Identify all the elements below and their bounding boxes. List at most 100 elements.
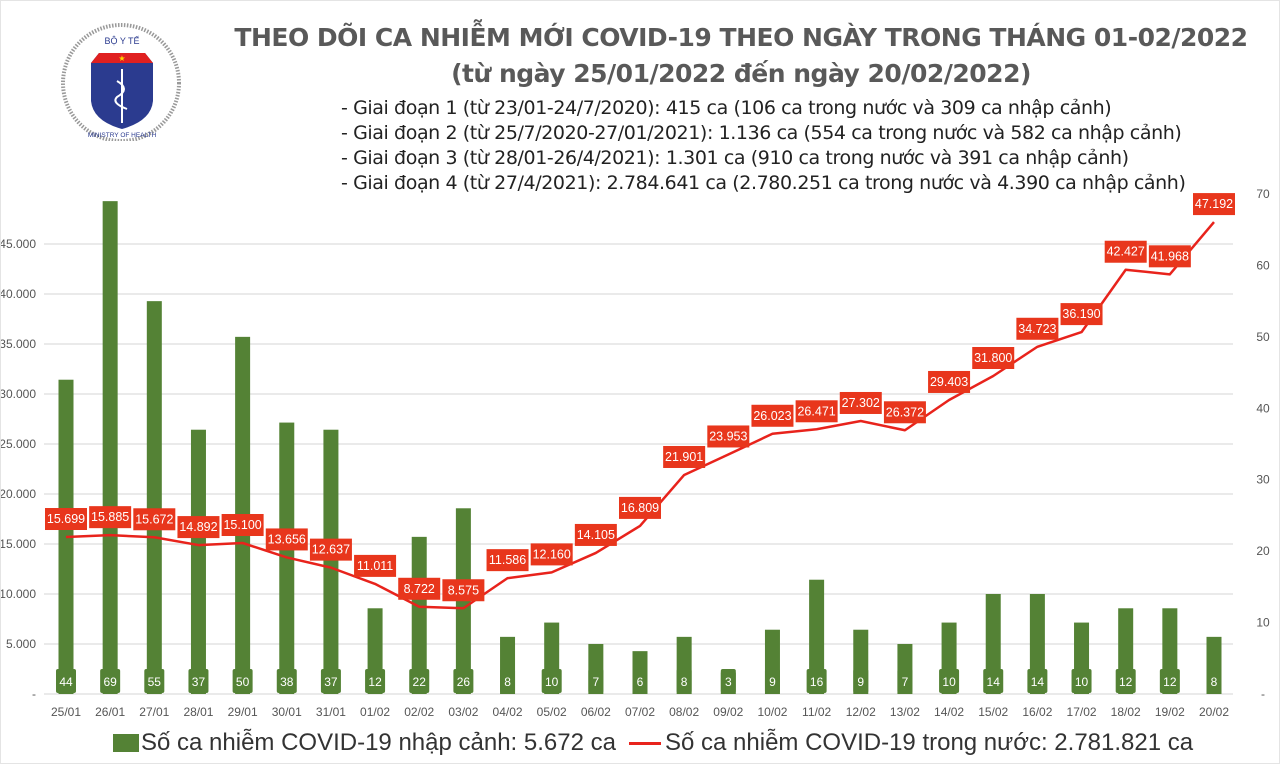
x-axis-tick: 11/02 — [802, 705, 831, 719]
bar-data-label: 38 — [280, 675, 294, 689]
bar-data-label-box — [100, 669, 121, 693]
bar-data-label: 7 — [593, 675, 600, 689]
x-axis-tick: 10/02 — [757, 705, 787, 719]
left-axis-tick: 30.000 — [1, 387, 36, 401]
line-data-label-box — [45, 508, 87, 531]
line-data-label: 47.192 — [1195, 197, 1233, 211]
legend-item-domestic: Số ca nhiễm COVID-19 trong nước: 2.781.8… — [629, 729, 1193, 757]
bar-data-label-box — [276, 669, 297, 693]
line-data-label-box — [839, 391, 882, 414]
line-data-label: 15.672 — [135, 512, 173, 526]
bar-data-label: 50 — [236, 675, 250, 689]
line-data-label-box — [89, 506, 132, 529]
line-data-label: 26.372 — [886, 405, 924, 419]
bar-data-label-box — [232, 669, 253, 693]
line-data-label: 16.809 — [621, 501, 659, 515]
x-axis-tick: 02/02 — [404, 705, 434, 719]
line-data-label-box — [1016, 317, 1059, 340]
bar-data-label: 37 — [192, 675, 206, 689]
x-axis-tick: 06/02 — [581, 705, 611, 719]
line-data-label: 41.968 — [1151, 249, 1189, 263]
line-data-label-box — [1104, 240, 1147, 263]
x-axis-tick: 09/02 — [713, 705, 743, 719]
bar-data-label-box — [320, 669, 341, 693]
bar-data-label-box — [144, 669, 165, 693]
bar-data-label: 12 — [1163, 675, 1177, 689]
bar-data-label-box — [1206, 669, 1222, 693]
line-data-label: 23.953 — [709, 429, 747, 443]
line-data-label: 14.892 — [179, 520, 217, 534]
right-axis-tick: 10 — [1256, 616, 1270, 630]
right-axis-tick: 60 — [1256, 258, 1270, 272]
line-data-label-box — [619, 496, 661, 519]
right-axis-tick: 70 — [1256, 187, 1270, 201]
legend-label-domestic: Số ca nhiễm COVID-19 trong nước: 2.781.8… — [665, 729, 1194, 756]
bar-data-label: 22 — [413, 675, 427, 689]
line-data-label: 15.699 — [47, 512, 85, 526]
x-axis-tick: 28/01 — [183, 705, 213, 719]
bar-data-label-box — [720, 669, 736, 693]
left-axis-tick: 15.000 — [1, 537, 36, 551]
bar-data-label: 8 — [504, 675, 511, 689]
left-axis-tick: 5.000 — [6, 637, 36, 651]
line-data-label-box — [133, 508, 176, 531]
line-data-label: 8.722 — [404, 582, 435, 596]
x-axis-tick: 12/02 — [846, 705, 876, 719]
bar-data-label-box — [764, 669, 780, 693]
x-axis-tick: 18/02 — [1111, 705, 1141, 719]
bar-data-label-box — [939, 669, 960, 693]
period-note-1: - Giai đoạn 1 (từ 23/01-24/7/2020): 415 … — [341, 97, 1112, 119]
bar-data-label: 10 — [1075, 675, 1089, 689]
line-data-label-box — [751, 404, 794, 427]
legend-item-imported: Số ca nhiễm COVID-19 nhập cảnh: 5.672 ca — [113, 729, 616, 757]
bar-data-label: 8 — [681, 675, 688, 689]
x-axis-tick: 01/02 — [360, 705, 390, 719]
line-data-label-box — [442, 579, 485, 602]
x-axis-tick: 25/01 — [51, 705, 81, 719]
bar-data-label: 3 — [725, 675, 732, 689]
bar-data-label-box — [1159, 669, 1180, 693]
bar-data-label: 16 — [810, 675, 824, 689]
line-data-label-box — [663, 445, 706, 468]
legend-line-swatch — [629, 741, 661, 745]
left-axis-tick: 35.000 — [1, 337, 36, 351]
bar-data-label-box — [541, 669, 562, 693]
bar-imported — [411, 536, 427, 694]
line-data-label-box — [883, 401, 926, 424]
x-axis-tick: 14/02 — [934, 705, 964, 719]
right-axis-tick: 50 — [1256, 330, 1270, 344]
x-axis-tick: 16/02 — [1022, 705, 1052, 719]
line-data-label: 34.723 — [1018, 322, 1056, 336]
right-axis-tick: 40 — [1256, 401, 1270, 415]
chart-subtitle: (từ ngày 25/01/2022 đến ngày 20/02/2022) — [451, 59, 1031, 88]
bar-data-label: 14 — [987, 675, 1001, 689]
bar-data-label-box — [588, 669, 604, 693]
line-data-label: 8.575 — [448, 583, 479, 597]
bar-data-label-box — [853, 669, 869, 693]
line-data-label: 26.471 — [797, 404, 835, 418]
bar-data-label: 55 — [148, 675, 162, 689]
bar-data-label-box — [1027, 669, 1048, 693]
bar-data-label: 10 — [545, 675, 559, 689]
bar-data-label: 69 — [103, 675, 117, 689]
bar-data-label: 8 — [1211, 675, 1218, 689]
left-axis-tick: 25.000 — [1, 437, 36, 451]
bar-data-label: 44 — [59, 675, 73, 689]
bar-imported — [809, 579, 825, 694]
right-axis-tick: 30 — [1256, 473, 1270, 487]
line-data-label: 36.190 — [1062, 307, 1100, 321]
bar-data-label: 14 — [1031, 675, 1045, 689]
legend-bar-swatch — [113, 734, 139, 752]
bar-imported — [146, 301, 162, 694]
line-data-label-box — [309, 538, 352, 561]
line-data-label-box — [795, 400, 838, 423]
line-data-label: 11.586 — [489, 553, 526, 567]
line-data-label-box — [972, 347, 1015, 369]
bar-data-label-box — [500, 669, 516, 693]
bar-data-label-box — [453, 669, 474, 693]
x-axis-tick: 20/02 — [1199, 705, 1229, 719]
bar-data-label-box — [188, 669, 209, 693]
line-data-label-box — [1193, 193, 1235, 216]
